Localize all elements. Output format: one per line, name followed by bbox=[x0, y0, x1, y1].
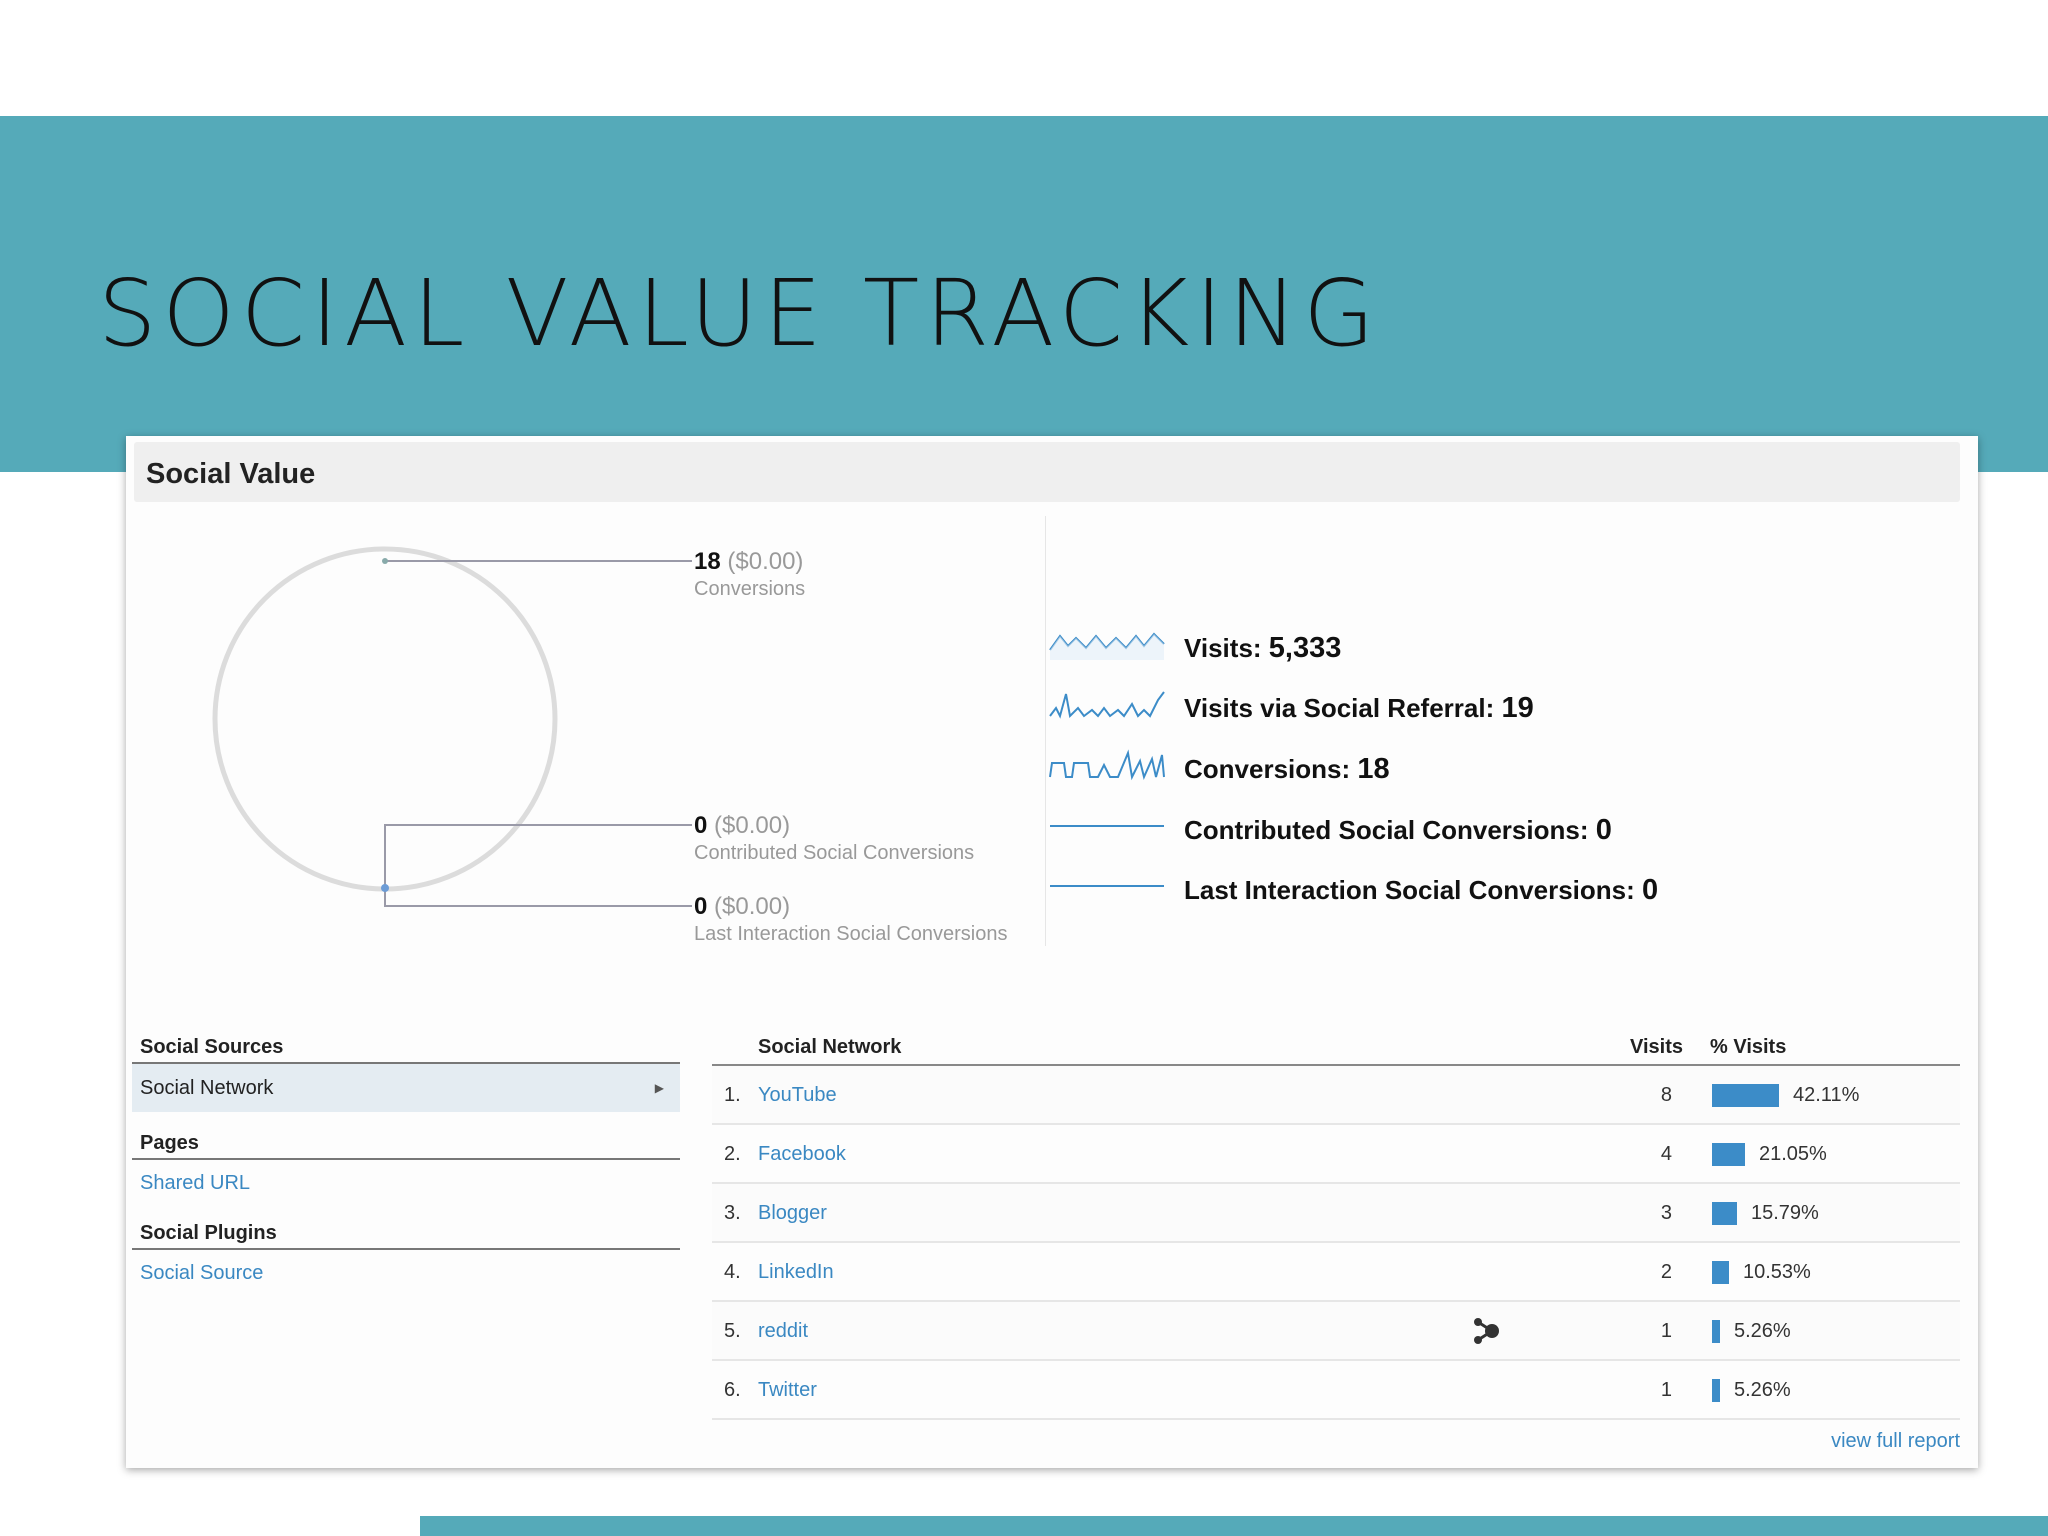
row-rank: 5. bbox=[724, 1320, 741, 1342]
row-pct-visits: 10.53% bbox=[1743, 1261, 1811, 1283]
contributed-value: 0 bbox=[694, 812, 708, 839]
last-interaction-amount: ($0.00) bbox=[714, 893, 791, 920]
row-visits: 4 bbox=[1660, 1143, 1672, 1165]
row-pct-visits: 21.05% bbox=[1759, 1143, 1827, 1165]
social-sources-heading: Social Sources bbox=[132, 1036, 680, 1064]
row-rank: 1. bbox=[724, 1084, 741, 1106]
conversion-dot bbox=[382, 558, 388, 564]
table-row: 3. Blogger 3 15.79% bbox=[712, 1184, 1960, 1243]
row-visits: 3 bbox=[1660, 1202, 1672, 1224]
conversions-label: Conversions bbox=[694, 578, 806, 600]
nav-item-social-network-label: Social Network bbox=[140, 1077, 274, 1099]
last-interaction-sparkline bbox=[1050, 885, 1164, 887]
row-network-link[interactable]: LinkedIn bbox=[758, 1261, 834, 1283]
metric-conversions-label: Conversions: bbox=[1184, 754, 1351, 784]
conversion-circle-diagram bbox=[212, 546, 692, 907]
row-visits-bar bbox=[1712, 1202, 1737, 1225]
metric-last-interaction: Last Interaction Social Conversions: 0 bbox=[1048, 868, 1748, 908]
social-conversion-dot bbox=[381, 884, 389, 892]
social-network-table: Social Network Visits % Visits 1. YouTube… bbox=[712, 1036, 1960, 1420]
row-visits: 1 bbox=[1660, 1320, 1672, 1342]
conversions-sparkline bbox=[1049, 749, 1165, 781]
last-interaction-label: Last Interaction Social Conversions bbox=[694, 923, 1008, 945]
contributed-callout: 0 ($0.00) Contributed Social Conversions bbox=[694, 812, 974, 865]
panel-header: Social Value bbox=[134, 442, 1960, 502]
table-row: 2. Facebook 4 21.05% bbox=[712, 1125, 1960, 1184]
metric-social-referral: Visits via Social Referral: 19 bbox=[1048, 686, 1748, 726]
metric-contributed: Contributed Social Conversions: 0 bbox=[1048, 808, 1748, 848]
row-network-link[interactable]: reddit bbox=[758, 1320, 809, 1342]
social-plugins-heading: Social Plugins bbox=[132, 1222, 680, 1250]
table-body: 1. YouTube 8 42.11% 2. Facebook 4 21.05% 3. Blogg… bbox=[712, 1066, 1960, 1420]
table-header: Social Network Visits % Visits bbox=[712, 1036, 1960, 1066]
chevron-right-icon: ▶ bbox=[654, 1081, 664, 1095]
share-icon[interactable] bbox=[1470, 1316, 1502, 1346]
nav-item-social-network[interactable]: Social Network ▶ bbox=[132, 1064, 680, 1112]
metric-social-referral-value: 19 bbox=[1501, 692, 1534, 724]
metric-contributed-label: Contributed Social Conversions: bbox=[1184, 815, 1589, 845]
row-network-link[interactable]: YouTube bbox=[758, 1084, 837, 1106]
row-pct-visits: 42.11% bbox=[1793, 1084, 1860, 1106]
metric-last-interaction-label: Last Interaction Social Conversions: bbox=[1184, 875, 1635, 905]
row-visits-bar bbox=[1712, 1379, 1720, 1402]
metric-contributed-value: 0 bbox=[1595, 814, 1612, 846]
row-pct-visits: 5.26% bbox=[1734, 1379, 1791, 1401]
last-interaction-leader bbox=[384, 888, 692, 907]
column-header-pct-visits[interactable]: % Visits bbox=[1710, 1036, 1787, 1058]
row-visits-bar bbox=[1712, 1143, 1745, 1166]
conversions-callout: 18 ($0.00) Conversions bbox=[694, 548, 805, 601]
column-header-network[interactable]: Social Network bbox=[758, 1036, 902, 1058]
row-rank: 6. bbox=[724, 1379, 741, 1401]
view-full-report-link[interactable]: view full report bbox=[1831, 1430, 1960, 1452]
vertical-divider bbox=[1045, 516, 1046, 946]
pages-heading: Pages bbox=[132, 1132, 680, 1160]
row-visits-bar bbox=[1712, 1261, 1729, 1284]
metric-visits-value: 5,333 bbox=[1268, 632, 1342, 664]
conversions-value: 18 bbox=[694, 548, 721, 575]
row-pct-visits: 5.26% bbox=[1734, 1320, 1791, 1342]
metric-social-referral-label: Visits via Social Referral: bbox=[1184, 693, 1495, 723]
panel-title: Social Value bbox=[146, 458, 316, 490]
nav-link-social-source[interactable]: Social Source bbox=[140, 1262, 264, 1284]
table-row: 1. YouTube 8 42.11% bbox=[712, 1066, 1960, 1125]
metric-conversions-value: 18 bbox=[1357, 753, 1390, 785]
social-value-panel: Social Value 18 ($0.00) Conversions 0 ($… bbox=[126, 436, 1978, 1468]
contributed-leader bbox=[384, 824, 692, 888]
row-rank: 3. bbox=[724, 1202, 741, 1224]
last-interaction-value: 0 bbox=[694, 893, 708, 920]
row-visits: 2 bbox=[1660, 1261, 1672, 1283]
metric-last-interaction-value: 0 bbox=[1642, 874, 1659, 906]
row-rank: 2. bbox=[724, 1143, 741, 1165]
contributed-amount: ($0.00) bbox=[714, 812, 791, 839]
table-row: 6. Twitter 1 5.26% bbox=[712, 1361, 1960, 1420]
nav-link-shared-url[interactable]: Shared URL bbox=[140, 1172, 251, 1194]
row-visits: 1 bbox=[1660, 1379, 1672, 1401]
metric-visits: Visits: 5,333 bbox=[1048, 626, 1748, 666]
contributed-sparkline bbox=[1050, 825, 1164, 827]
slide-title: SOCIAL VALUE TRACKING bbox=[98, 260, 1381, 367]
social-referral-sparkline bbox=[1049, 691, 1165, 719]
row-network-link[interactable]: Facebook bbox=[758, 1143, 846, 1165]
conversions-amount: ($0.00) bbox=[727, 548, 804, 575]
column-header-visits[interactable]: Visits bbox=[1630, 1036, 1683, 1058]
metric-conversions: Conversions: 18 bbox=[1048, 747, 1748, 787]
row-rank: 4. bbox=[724, 1261, 741, 1283]
row-visits-bar bbox=[1712, 1320, 1720, 1343]
title-banner bbox=[0, 116, 2048, 472]
contributed-label: Contributed Social Conversions bbox=[694, 842, 975, 864]
row-pct-visits: 15.79% bbox=[1751, 1202, 1819, 1224]
table-row: 4. LinkedIn 2 10.53% bbox=[712, 1243, 1960, 1302]
visits-sparkline bbox=[1049, 632, 1165, 660]
row-network-link[interactable]: Twitter bbox=[758, 1379, 817, 1401]
table-row: 5. reddit 1 5.26% bbox=[712, 1302, 1960, 1361]
metric-visits-label: Visits: bbox=[1184, 633, 1262, 663]
last-interaction-callout: 0 ($0.00) Last Interaction Social Conver… bbox=[694, 893, 1008, 946]
social-sources-nav: Social Sources Social Network ▶ Pages Sh… bbox=[132, 1036, 680, 1292]
footer-bar bbox=[420, 1516, 2048, 1536]
row-visits: 8 bbox=[1660, 1084, 1672, 1106]
row-network-link[interactable]: Blogger bbox=[758, 1202, 827, 1224]
row-visits-bar bbox=[1712, 1084, 1779, 1107]
